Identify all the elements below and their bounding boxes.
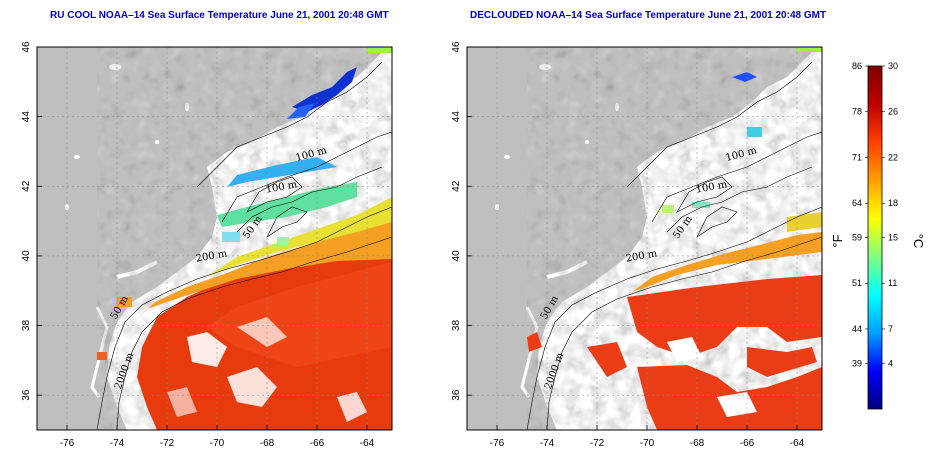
celsius-tick-label: 7 [888, 324, 893, 334]
lon-tick-label: -64 [360, 438, 375, 449]
temperature-colorbar: 86 78 71 64 59 51 44 39 30 26 22 18 15 11 7 4 °F °C [830, 61, 926, 410]
left-map-title: RU COOL NOAA–14 Sea Surface Temperature … [50, 10, 389, 21]
lat-tick-label: 44 [451, 111, 462, 123]
left-grid-lines [37, 46, 392, 430]
lat-tick-label: 46 [451, 41, 462, 53]
lon-tick-label: -68 [690, 438, 705, 449]
fahrenheit-unit-label: °F [830, 234, 845, 247]
fahrenheit-tick-label: 71 [852, 152, 862, 162]
fahrenheit-tick-label: 59 [852, 233, 862, 243]
lat-tick-label: 36 [451, 389, 462, 401]
fahrenheit-tick-label: 44 [852, 324, 862, 334]
left-map-frame [36, 46, 393, 431]
right-axis-ticks: -76 -74 -72 -70 -68 -66 -64 36 38 40 42 44 46 [451, 41, 805, 449]
fahrenheit-tick-label: 51 [852, 278, 862, 288]
lat-tick-label: 42 [21, 180, 32, 192]
lat-tick-label: 42 [451, 180, 462, 192]
right-map-title: DECLOUDED NOAA–14 Sea Surface Temperatur… [470, 10, 827, 21]
lat-tick-label: 46 [21, 41, 32, 53]
lon-tick-label: -68 [260, 438, 275, 449]
lon-tick-label: -72 [590, 438, 605, 449]
colorbar-scale [867, 65, 883, 410]
lat-tick-label: 38 [21, 320, 32, 332]
lat-tick-label: 44 [21, 111, 32, 123]
lon-tick-label: -76 [490, 438, 505, 449]
lon-tick-label: -70 [210, 438, 225, 449]
fahrenheit-tick-label: 39 [852, 358, 862, 368]
celsius-tick-label: 15 [888, 233, 898, 243]
celsius-unit-label: °C [911, 234, 926, 249]
fahrenheit-tick-label: 64 [852, 198, 862, 208]
celsius-tick-label: 22 [888, 152, 898, 162]
right-map-frame [466, 46, 823, 431]
colorbar-fahrenheit-ticks: 86 78 71 64 59 51 44 39 [852, 61, 868, 368]
lon-tick-label: -76 [60, 438, 75, 449]
lon-tick-label: -74 [110, 438, 125, 449]
lon-tick-label: -66 [310, 438, 325, 449]
fahrenheit-tick-label: 86 [852, 61, 862, 71]
lat-tick-label: 36 [21, 389, 32, 401]
lon-tick-label: -66 [740, 438, 755, 449]
colorbar-celsius-ticks: 30 26 22 18 15 11 7 4 [882, 61, 898, 368]
celsius-tick-label: 11 [888, 278, 897, 288]
left-axis-ticks: -76 -74 -72 -70 -68 -66 -64 36 38 40 42 44 46 [21, 41, 375, 449]
celsius-tick-label: 18 [888, 198, 898, 208]
lat-tick-label: 38 [451, 320, 462, 332]
lon-tick-label: -70 [640, 438, 655, 449]
fahrenheit-tick-label: 78 [852, 107, 862, 117]
celsius-tick-label: 26 [888, 107, 898, 117]
lon-tick-label: -74 [540, 438, 555, 449]
lon-tick-label: -72 [160, 438, 175, 449]
lat-tick-label: 40 [451, 250, 462, 262]
celsius-tick-label: 30 [888, 61, 898, 71]
lon-tick-label: -64 [790, 438, 805, 449]
celsius-tick-label: 4 [888, 358, 893, 368]
lat-tick-label: 40 [21, 250, 32, 262]
